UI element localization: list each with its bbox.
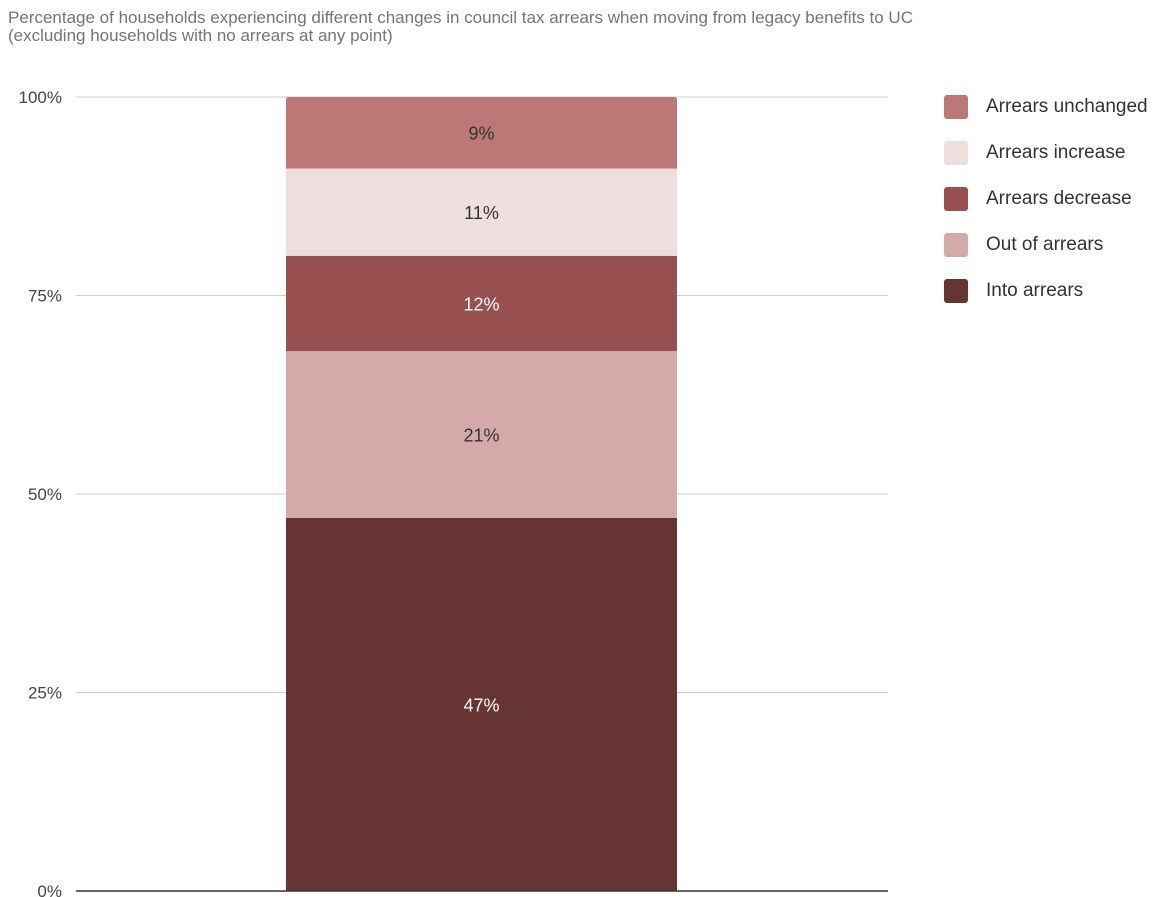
legend-item: Arrears increase (944, 130, 1148, 176)
bar-segment (286, 517, 677, 891)
chart-title: Percentage of households experiencing di… (8, 9, 1158, 45)
legend-item: Arrears decrease (944, 176, 1148, 222)
legend-label: Arrears unchanged (986, 96, 1148, 117)
bar-segment (286, 97, 677, 169)
legend-item: Arrears unchanged (944, 84, 1148, 130)
data-label: 47% (463, 695, 499, 715)
legend-label: Out of arrears (986, 234, 1104, 255)
legend-swatch (944, 187, 968, 211)
y-axis: 0% 25% 50% 75% 100% (19, 88, 888, 897)
legend-item: Into arrears (944, 268, 1148, 314)
y-tick-label: 75% (28, 287, 62, 306)
chart-subtitle: (excluding households with no arrears at… (8, 26, 393, 45)
legend: Arrears unchanged Arrears increase Arrears… (944, 84, 1148, 314)
y-tick-label: 25% (28, 684, 62, 703)
y-tick-label: 50% (28, 485, 62, 504)
legend-item: Out of arrears (944, 222, 1148, 268)
data-label: 12% (463, 294, 499, 314)
legend-label: Into arrears (986, 280, 1084, 301)
data-label: 9% (468, 124, 494, 144)
stacked-bar: 47% 21% 12% 11% 9% (286, 97, 677, 891)
legend-label: Arrears decrease (986, 188, 1132, 209)
legend-swatch (944, 141, 968, 165)
data-label: 21% (463, 425, 499, 445)
y-tick-label: 0% (37, 882, 62, 897)
legend-swatch (944, 95, 968, 119)
data-label: 11% (464, 203, 499, 223)
legend-label: Arrears increase (986, 142, 1126, 163)
legend-swatch (944, 279, 968, 303)
bar-segment (286, 168, 677, 256)
chart-title-line: Percentage of households experiencing di… (8, 8, 913, 27)
legend-swatch (944, 233, 968, 257)
bar-segment (286, 255, 677, 352)
bar-segment (286, 351, 677, 518)
y-tick-label: 100% (19, 88, 62, 107)
